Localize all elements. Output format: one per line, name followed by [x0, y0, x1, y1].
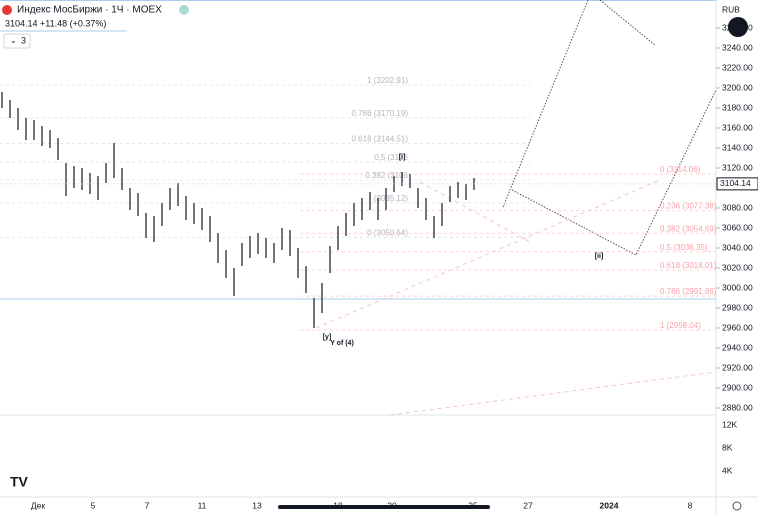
y-tick-label: 2920.00 — [722, 362, 753, 372]
y-tick-label: 3000.00 — [722, 282, 753, 292]
y-tick-label: 3160.00 — [722, 122, 753, 132]
y-tick-label: 2940.00 — [722, 342, 753, 352]
y-tick-label: 3060.00 — [722, 222, 753, 232]
fib-label: 0 (3114.06) — [660, 165, 701, 174]
x-tick-label: 2024 — [600, 500, 619, 510]
x-tick-label: Дек — [31, 500, 45, 510]
y-tick-label: 3080.00 — [722, 202, 753, 212]
wave-label: Y of (4) — [330, 340, 354, 347]
y-tick-label: 3140.00 — [722, 142, 753, 152]
y-tick-label: 2900.00 — [722, 382, 753, 392]
fib-label: 0.786 (2991.86) — [660, 287, 717, 296]
y-tick-label: 3040.00 — [722, 242, 753, 252]
fib-label: 1 (3202.91) — [367, 76, 408, 85]
x-tick-label: 5 — [91, 500, 96, 510]
volume-tick-label: 4K — [722, 465, 733, 475]
indicator-count: 3 — [21, 35, 26, 45]
symbol-title: Индекс МосБиржи · 1Ч · MOEX — [17, 5, 162, 16]
quote: 3104.14 +11.48 (+0.37%) — [5, 18, 106, 28]
y-tick-label: 3240.00 — [722, 42, 753, 52]
x-tick-label: 20 — [387, 500, 397, 510]
fib-label: 0.382 (3108 — [365, 171, 408, 180]
x-tick-label: 25 — [468, 500, 478, 510]
status-dot — [179, 5, 189, 15]
wave-drawing — [502, 0, 717, 256]
fib-label: 0.382 (3054.69) — [660, 224, 717, 233]
x-tick-label: 7 — [145, 500, 150, 510]
last-price-label: 3104.14 — [720, 178, 751, 188]
last-price-box — [716, 177, 758, 191]
x-tick-label: 8 — [688, 500, 693, 510]
currency: RUB — [722, 4, 740, 14]
fib-label: 0.236 (3077.38) — [660, 202, 717, 211]
fib-label: 0 (3050.64) — [367, 228, 408, 237]
user-avatar[interactable] — [728, 17, 748, 37]
wave-label: [i] — [399, 154, 406, 161]
indicator-toggle[interactable] — [3, 33, 31, 49]
y-tick-label: 3200.00 — [722, 82, 753, 92]
y-tick-label: 3260.00 — [722, 22, 753, 32]
volume-tick-label: 8K — [722, 442, 733, 452]
trend-lines — [315, 179, 717, 416]
y-tick-label: 2960.00 — [722, 322, 753, 332]
fib-label: 0.5 (3036.35) — [660, 243, 708, 252]
fib-label: 0.618 (3018.01) — [660, 261, 717, 270]
fib-label: (3085.12) — [374, 194, 409, 203]
y-tick-label: 3020.00 — [722, 262, 753, 272]
x-tick-label: 13 — [252, 500, 262, 510]
y-tick-label: 3220.00 — [722, 62, 753, 72]
toggle-arrow: ⌄ — [10, 36, 17, 45]
fib-label: 0.786 (3170.19) — [352, 109, 409, 118]
logo: TV — [10, 474, 29, 490]
fib-label: 0.618 (3144.51) — [352, 135, 409, 144]
y-tick-label: 3180.00 — [722, 102, 753, 112]
symbol-icon — [2, 5, 12, 15]
wave-label: [y] — [323, 334, 332, 341]
fib-label: 1 (2958.04) — [660, 321, 701, 330]
x-tick-label: 11 — [198, 500, 207, 510]
x-tick-label: 18 — [333, 500, 343, 510]
volume-tick-label: 12K — [722, 419, 737, 429]
y-tick-label: 2880.00 — [722, 402, 753, 412]
settings-icon[interactable] — [732, 501, 742, 511]
y-tick-label: 3120.00 — [722, 162, 753, 172]
wave-label: [ii] — [595, 253, 604, 260]
y-tick-label: 2980.00 — [722, 302, 753, 312]
scrollbar[interactable] — [278, 505, 490, 509]
fib-label: 0.5 (3126 — [374, 153, 408, 162]
x-tick-label: 27 — [523, 500, 533, 510]
